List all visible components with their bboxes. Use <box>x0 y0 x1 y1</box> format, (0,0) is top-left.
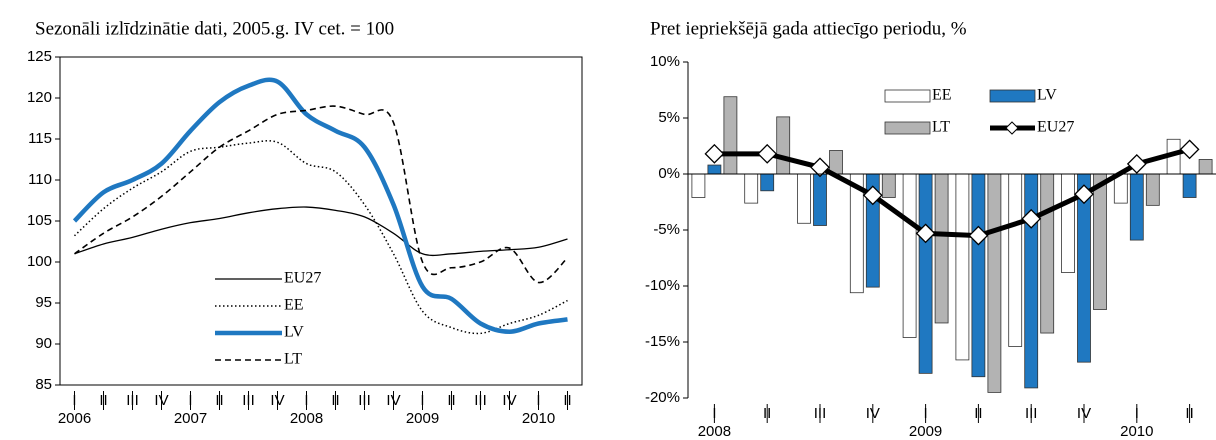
legend-label: LV <box>284 324 304 341</box>
bar <box>1145 173 1160 206</box>
year-label: 2007 <box>174 410 207 427</box>
y-tick-label: 85 <box>35 376 52 393</box>
bar <box>707 164 722 175</box>
bar <box>776 116 791 175</box>
bar <box>797 173 811 224</box>
marker <box>810 157 830 178</box>
y-tick-label: 5% <box>658 109 680 126</box>
y-tick-label: 115 <box>28 130 52 147</box>
y-tick-label: 0% <box>658 165 680 182</box>
bar <box>691 173 706 198</box>
y-tick-label: 105 <box>27 212 52 229</box>
bar <box>1198 159 1213 175</box>
y-tick-label: -10% <box>645 277 680 294</box>
series-line <box>73 140 568 335</box>
legend-label: LT <box>932 119 950 136</box>
year-label: 2009 <box>406 410 439 427</box>
y-tick-label: 10% <box>650 53 680 70</box>
bar <box>955 173 970 361</box>
bar <box>902 173 917 338</box>
bar <box>744 173 759 204</box>
bar <box>1008 173 1023 347</box>
legend-label: LV <box>1037 87 1057 104</box>
y-tick-label: -20% <box>645 389 680 406</box>
marker <box>1021 208 1042 229</box>
y-tick-label: 95 <box>35 294 52 311</box>
year-label: 2008 <box>290 410 323 427</box>
marker <box>1126 154 1147 174</box>
legend-label: LT <box>284 351 302 368</box>
y-tick-label: 100 <box>27 253 52 270</box>
bar <box>1182 173 1197 198</box>
y-tick-label: 120 <box>27 89 52 106</box>
bar <box>1061 173 1075 273</box>
series-line <box>72 77 568 334</box>
marker <box>968 225 989 246</box>
marker <box>915 223 936 244</box>
marker <box>1074 184 1094 205</box>
legend-label: EE <box>284 297 304 314</box>
marker <box>757 143 778 164</box>
bar <box>918 173 933 374</box>
bar <box>723 96 738 175</box>
series-line <box>74 105 569 284</box>
bar <box>987 173 1002 393</box>
marker <box>1179 139 1200 160</box>
year-label: 2006 <box>58 410 91 427</box>
bar <box>829 150 843 175</box>
bar <box>881 173 896 198</box>
legend-swatch <box>884 121 931 135</box>
year-label: 2009 <box>909 423 942 440</box>
year-label: 2010 <box>522 410 555 427</box>
legend-marker <box>1005 121 1019 135</box>
y-tick-label: 125 <box>27 48 52 65</box>
bar <box>1093 173 1107 310</box>
legend-label: EU27 <box>1037 119 1074 136</box>
bar <box>934 173 949 324</box>
y-tick-label: -5% <box>653 221 680 238</box>
legend-swatch <box>989 89 1036 103</box>
chart-title: Sezonāli izlīdzinātie dati, 2005.g. IV c… <box>35 18 394 39</box>
bar <box>1040 173 1055 334</box>
y-tick-label: 110 <box>28 171 52 188</box>
series-line <box>714 146 1191 239</box>
legend-label: EE <box>932 87 952 104</box>
year-label: 2010 <box>1120 423 1153 440</box>
bar <box>813 173 827 226</box>
chart-title: Pret iepriekšējā gada attiecīgo periodu,… <box>650 18 967 39</box>
y-tick-label: 90 <box>35 335 52 352</box>
bar <box>971 173 986 378</box>
marker <box>862 185 883 206</box>
legend-label: EU27 <box>284 270 321 287</box>
legend-swatch <box>884 89 931 103</box>
marker <box>704 143 725 164</box>
bar <box>1129 173 1144 241</box>
bar <box>1024 173 1039 389</box>
series-line <box>74 206 568 257</box>
plot-frame <box>59 56 583 386</box>
bar <box>760 173 775 192</box>
y-tick-label: -15% <box>645 333 680 350</box>
year-label: 2008 <box>698 423 731 440</box>
